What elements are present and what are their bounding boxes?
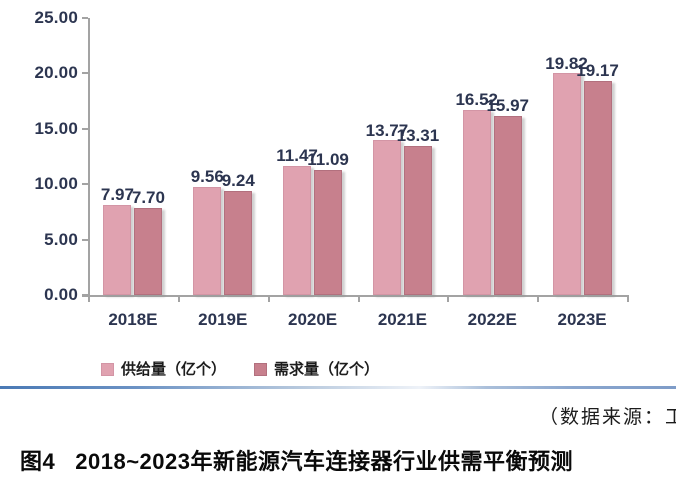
legend-label: 需求量（亿个） (274, 361, 380, 378)
demand-value-label: 19.17 (576, 60, 619, 80)
demand-bar: 9.24 (222, 171, 255, 295)
x-axis-category-label: 2019E (198, 310, 248, 329)
x-axis-tick (177, 295, 180, 302)
x-axis-tick (537, 295, 540, 302)
demand-value-label: 11.09 (307, 150, 349, 170)
supply-demand-bar-chart: 25.00 20.00 15.00 10.00 5.00 0.00 7.97 7.70 2018… (34, 8, 629, 378)
y-axis-tick-label: 25.00 (34, 8, 78, 27)
y-axis-tick (82, 72, 88, 75)
category-group: 16.52 15.97 (447, 18, 537, 295)
supply-bar: 16.52 (455, 91, 498, 295)
y-axis-tick (82, 183, 88, 186)
demand-value-label: 13.31 (396, 125, 440, 145)
demand-legend-swatch-icon (254, 363, 268, 376)
y-axis-tick (82, 127, 88, 130)
supply-value-label: 11.47 (276, 146, 318, 166)
category-group: 7.97 7.70 (88, 18, 178, 295)
legend-item-demand: 需求量（亿个） (254, 358, 379, 379)
category-group: 11.47 11.09 (268, 18, 358, 295)
supply-bar: 9.56 (191, 168, 224, 295)
demand-bar: 11.09 (307, 151, 349, 295)
x-axis-tick (447, 295, 450, 302)
x-axis-tick (357, 295, 360, 302)
divider-line (0, 386, 676, 389)
x-axis-category-label: 2020E (287, 310, 338, 329)
demand-bar: 19.17 (576, 61, 619, 295)
y-axis-tick (82, 238, 88, 241)
category-group: 9.56 9.24 (178, 18, 268, 295)
figure-caption: 图4 2018~2023年新能源汽车连接器行业供需平衡预测 (20, 444, 573, 476)
x-axis-tick (88, 295, 90, 302)
y-axis-tick-label: 10.00 (34, 174, 78, 194)
y-axis-tick (82, 294, 88, 296)
demand-bar: 15.97 (486, 97, 529, 295)
legend-item-supply: 供给量（亿个） (101, 358, 226, 379)
figure-caption-title: 2018~2023年新能源汽车连接器行业供需平衡预测 (75, 449, 573, 474)
y-axis-tick (82, 17, 88, 19)
supply-legend-swatch-icon (101, 363, 114, 376)
supply-value-label: 16.52 (455, 90, 499, 110)
demand-value-label: 9.24 (221, 170, 255, 190)
supply-value-label: 13.77 (365, 120, 409, 140)
x-axis-tick (267, 295, 270, 302)
demand-bar: 7.70 (132, 189, 165, 295)
x-axis-category-label: 2022E (467, 310, 517, 329)
legend-label: 供给量（亿个） (121, 361, 227, 378)
supply-bar: 19.82 (545, 54, 588, 295)
supply-value-label: 9.56 (190, 167, 224, 187)
category-group: 13.77 13.31 (358, 18, 448, 295)
demand-value-label: 7.70 (131, 187, 165, 207)
supply-value-label: 7.97 (100, 184, 134, 204)
y-axis-tick-label: 5.00 (44, 229, 78, 249)
y-axis-tick-label: 15.00 (34, 118, 78, 138)
demand-bar: 13.31 (397, 126, 439, 295)
y-axis-tick-label: 0.00 (44, 285, 78, 304)
demand-value-label: 15.97 (486, 96, 530, 116)
figure-caption-label: 图4 (20, 449, 56, 474)
x-axis-category-label: 2021E (377, 310, 427, 329)
legend: 供给量（亿个） 需求量（亿个） (101, 358, 379, 379)
data-source-note: （数据来源：工 (538, 406, 676, 428)
y-axis-line (88, 18, 90, 297)
x-axis-category-label: 2018E (108, 310, 158, 329)
x-axis-tick (627, 295, 629, 302)
supply-value-label: 19.82 (545, 53, 588, 73)
supply-bar: 11.47 (276, 147, 318, 295)
x-axis-line (82, 295, 629, 297)
supply-bar: 13.77 (366, 121, 408, 295)
supply-bar: 7.97 (101, 186, 134, 295)
x-axis-category-label: 2023E (557, 310, 607, 329)
y-axis-tick-label: 20.00 (34, 63, 78, 83)
category-group: 19.82 19.17 (537, 18, 627, 295)
